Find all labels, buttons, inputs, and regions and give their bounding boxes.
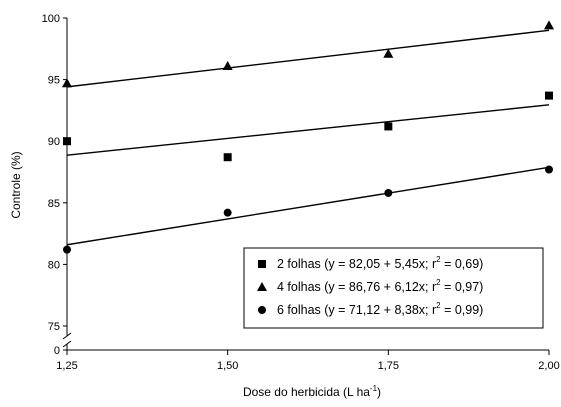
legend-r2-superscript: 2 <box>436 301 441 310</box>
data-point-4-folhas <box>383 48 394 58</box>
fit-lines <box>66 29 550 246</box>
data-points <box>62 20 554 254</box>
data-point-2-folhas <box>63 137 71 146</box>
x-tick-label: 1,25 <box>56 360 77 372</box>
legend-label-2-folhas: 2 folhas (y = 82,05 + 5,45x; r2 = 0,69) <box>277 255 483 271</box>
y-tick-label: 95 <box>48 75 60 87</box>
legend-series-name: 6 folhas <box>277 303 324 317</box>
legend-label-6-folhas: 6 folhas (y = 71,12 + 8,38x; r2 = 0,99) <box>277 301 483 317</box>
legend-series-name: 4 folhas <box>277 280 324 294</box>
data-point-2-folhas <box>223 153 232 162</box>
data-point-6-folhas <box>384 188 393 197</box>
tick-labels: 75 80 85 90 95 100 0 1,25 1,50 1,75 2,00 <box>42 13 560 372</box>
x-axis-title-superscript: -1 <box>370 384 378 393</box>
legend-label-4-folhas: 4 folhas (y = 86,76 + 6,12x; r2 = 0,97) <box>277 278 483 294</box>
data-point-4-folhas <box>222 61 233 71</box>
fit-line-2-folhas <box>66 104 550 156</box>
legend-r2-value: = 0,69) <box>441 257 484 271</box>
data-point-2-folhas <box>545 91 553 100</box>
data-point-4-folhas <box>544 20 554 30</box>
y-tick-label: 85 <box>48 198 60 210</box>
data-point-6-folhas <box>223 208 232 217</box>
legend-r2-superscript: 2 <box>436 255 441 264</box>
y-axis-break-mark <box>62 332 72 340</box>
data-point-6-folhas <box>545 165 553 174</box>
fit-line-4-folhas <box>66 29 550 88</box>
axes <box>62 17 550 355</box>
y-tick-label-zero: 0 <box>54 345 60 357</box>
data-point-4-folhas <box>62 78 72 88</box>
legend-r2-superscript: 2 <box>436 278 441 287</box>
x-tick-label: 1,75 <box>378 360 399 372</box>
y-tick-label: 90 <box>48 136 60 148</box>
legend-equation: (y = 71,12 + 8,38x; r <box>324 303 436 317</box>
x-axis-title-end: ) <box>377 385 381 399</box>
x-tick-label: 2,00 <box>538 360 559 372</box>
fit-line-6-folhas <box>66 166 550 246</box>
x-tick-label: 1,50 <box>217 360 238 372</box>
legend-r2-value: = 0,97) <box>441 280 484 294</box>
legend-marker-4-folhas <box>257 282 267 291</box>
legend-equation: (y = 82,05 + 5,45x; r <box>324 257 436 271</box>
legend: 2 folhas (y = 82,05 + 5,45x; r2 = 0,69)4… <box>243 247 544 329</box>
x-axis-title-main: Dose do herbicida (L ha <box>243 385 370 399</box>
x-axis-title: Dose do herbicida (L ha-1) <box>243 384 381 399</box>
y-axis-break-mark <box>62 340 72 348</box>
legend-marker-6-folhas <box>258 306 266 314</box>
y-tick-label: 100 <box>42 13 60 25</box>
data-point-6-folhas <box>63 245 71 254</box>
data-point-2-folhas <box>384 122 393 131</box>
legend-equation: (y = 86,76 + 6,12x; r <box>324 280 436 294</box>
legend-r2-value: = 0,99) <box>441 303 484 317</box>
legend-series-name: 2 folhas <box>277 257 324 271</box>
legend-box <box>243 247 544 329</box>
y-axis-title: Controle (%) <box>9 151 23 218</box>
y-tick-label: 75 <box>48 321 60 333</box>
legend-marker-2-folhas <box>258 260 266 268</box>
y-tick-label: 80 <box>48 259 60 271</box>
